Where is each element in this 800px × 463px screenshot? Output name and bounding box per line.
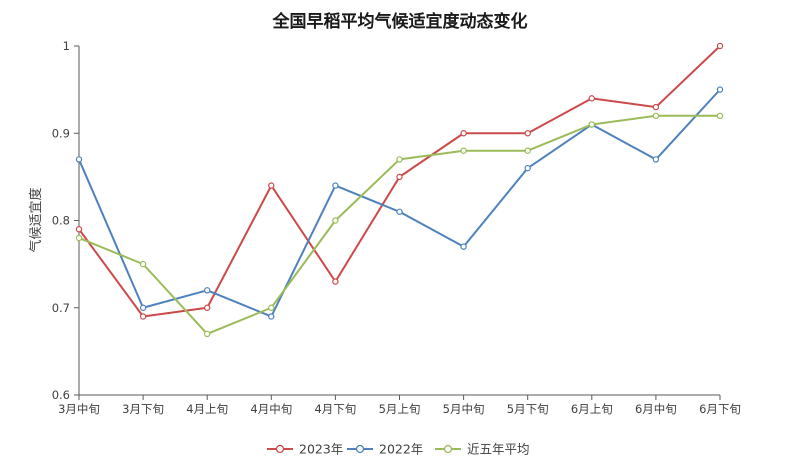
series-2 [75,86,724,320]
data-point [652,103,660,111]
y-tick-label: 0.9 [52,126,70,140]
data-point [396,208,403,215]
legend-label: 2022年 [379,442,423,457]
series-layer [75,42,724,338]
data-point [332,182,339,189]
data-point [268,182,275,189]
data-point [588,95,596,102]
data-point [396,156,403,163]
data-point [139,313,147,320]
legend-item[interactable]: 近五年平均 [435,442,530,457]
y-ticks: 0.6 0.7 0.8 0.9 1 [52,39,79,402]
legend-label: 近五年平均 [467,442,530,457]
data-point [652,112,660,120]
x-tick-label: 6月上旬 [571,402,613,416]
y-tick-label: 0.8 [52,214,70,228]
legend-marker [443,444,453,454]
x-tick-label: 6月下旬 [699,402,741,416]
data-point [139,304,147,311]
data-point [139,260,147,268]
x-tick-label: 4月上旬 [186,402,228,416]
x-ticks: 3月中旬 3月下旬 4月上旬 4月中旬 4月下旬 5月上旬 5月中旬 5月下旬 6月上旬 6月中旬… [58,395,741,416]
data-point [524,164,531,172]
y-tick-label: 0.6 [52,388,70,402]
data-point [203,287,211,294]
x-tick-label: 4月下旬 [314,402,356,416]
legend-marker [275,444,285,454]
data-point [75,156,83,163]
legend-item[interactable]: 2023年 [267,442,343,457]
legend-label: 2023年 [299,442,343,457]
legend-marker [355,444,365,454]
series-3 [75,112,724,338]
chart-title: 全国早稻平均气候适宜度动态变化 [272,11,528,32]
data-point [332,217,339,224]
data-point [652,156,660,163]
legend[interactable]: 2023年 2022年 近五年平均 [267,442,530,457]
x-tick-label: 5月中旬 [443,402,485,416]
series-line [78,88,721,318]
y-tick-label: 0.7 [52,301,70,315]
series-line [78,45,721,318]
data-point [524,147,531,154]
data-point [396,173,403,181]
data-point [268,304,275,311]
x-tick-label: 5月下旬 [507,402,549,416]
data-point [460,147,467,154]
data-point [75,226,83,233]
data-point [75,234,83,242]
data-point [203,304,211,311]
x-tick-label: 3月下旬 [122,402,164,416]
data-point [460,130,467,137]
data-point [588,121,596,128]
data-point [716,42,724,50]
data-point [524,130,531,137]
x-tick-label: 4月中旬 [250,402,292,416]
x-tick-label: 5月上旬 [379,402,421,416]
data-point [268,313,275,320]
data-point [460,243,467,250]
x-tick-label: 3月中旬 [58,402,100,416]
series-1 [75,42,724,320]
axes [78,46,720,396]
y-tick-label: 1 [63,39,70,53]
series-line [78,114,720,335]
data-point [203,330,211,338]
y-axis-label: 气候适宜度 [28,187,44,252]
data-point [716,86,724,93]
data-point [332,278,339,285]
x-tick-label: 6月中旬 [635,402,677,416]
legend-item[interactable]: 2022年 [347,442,423,457]
data-point [716,112,724,120]
